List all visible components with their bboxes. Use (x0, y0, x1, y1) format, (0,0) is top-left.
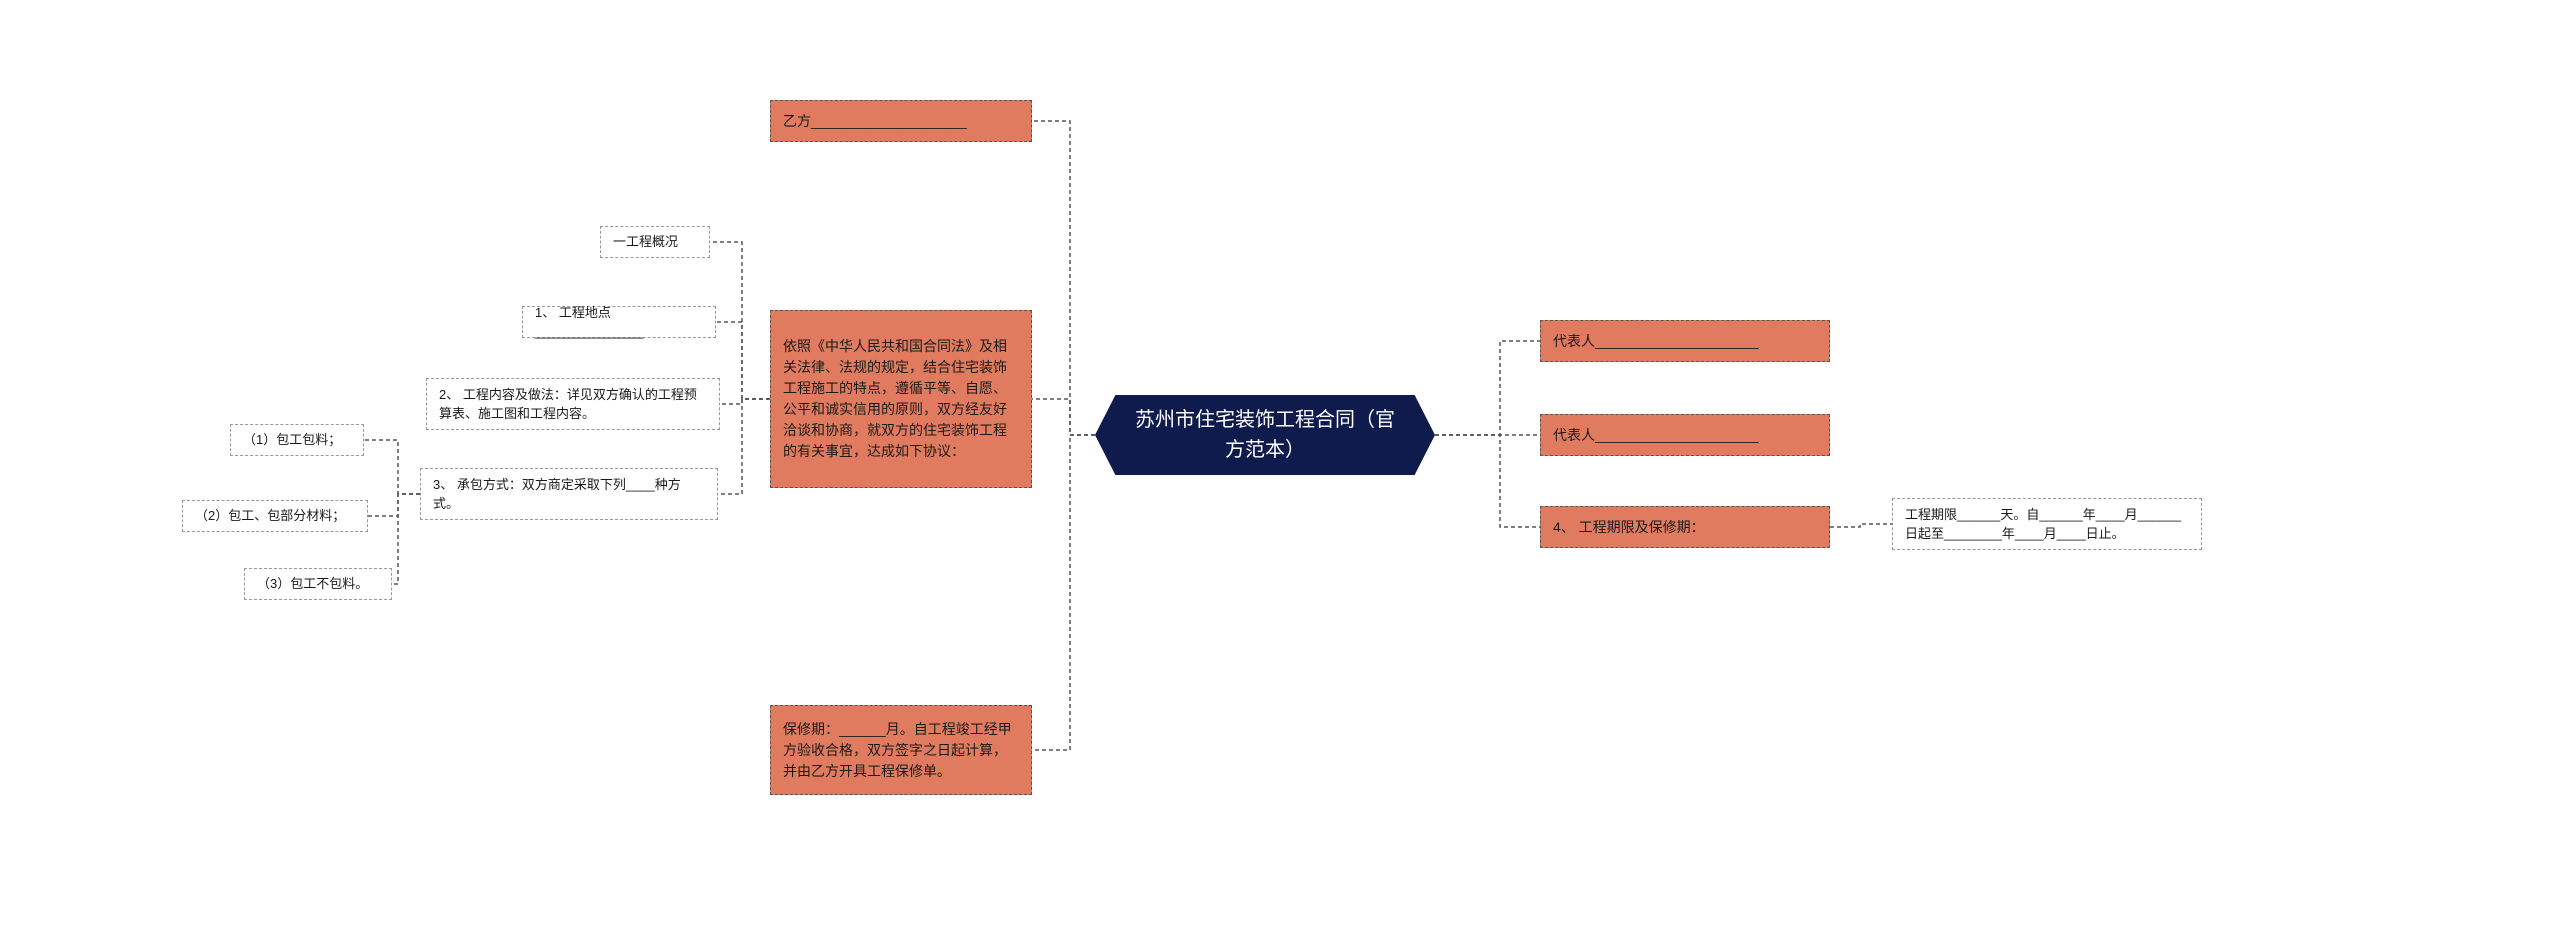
text: （2）包工、包部分材料； (195, 506, 345, 526)
l2-item-1: 一工程概况 (600, 226, 710, 258)
text: 依照《中华人民共和国合同法》及相关法律、法规的规定，结合住宅装饰工程施工的特点，… (783, 336, 1019, 462)
text: 代表人_____________________ (1553, 331, 1759, 352)
l3-item-1: （1）包工包料； (230, 424, 364, 456)
right-branch-1: 代表人_____________________ (1540, 320, 1830, 362)
l3-item-2: （2）包工、包部分材料； (182, 500, 368, 532)
text: 保修期：______月。自工程竣工经甲方验收合格，双方签字之日起计算，并由乙方开… (783, 719, 1019, 782)
text: 乙方____________________ (783, 111, 967, 132)
text: 3、 承包方式：双方商定采取下列____种方式。 (433, 475, 705, 514)
l2-item-2: 1、 工程地点_______________ (522, 306, 716, 338)
text: 2、 工程内容及做法：详见双方确认的工程预算表、施工图和工程内容。 (439, 385, 707, 424)
left-branch-bottom: 保修期：______月。自工程竣工经甲方验收合格，双方签字之日起计算，并由乙方开… (770, 705, 1032, 795)
left-branch-top: 乙方____________________ (770, 100, 1032, 142)
right-branch-3: 4、 工程期限及保修期： (1540, 506, 1830, 548)
text: 一工程概况 (613, 232, 678, 252)
text: 1、 工程地点_______________ (535, 303, 703, 342)
right-branch-3-child: 工程期限______天。自______年____月______日起至______… (1892, 498, 2202, 550)
l2-item-4: 3、 承包方式：双方商定采取下列____种方式。 (420, 468, 718, 520)
text: 工程期限______天。自______年____月______日起至______… (1905, 505, 2189, 544)
text: （1）包工包料； (243, 430, 341, 450)
l3-item-3: （3）包工不包料。 (244, 568, 392, 600)
l2-item-3: 2、 工程内容及做法：详见双方确认的工程预算表、施工图和工程内容。 (426, 378, 720, 430)
root-node: 苏州市住宅装饰工程合同（官方范本） (1095, 395, 1435, 475)
root-label: 苏州市住宅装饰工程合同（官方范本） (1135, 405, 1395, 465)
text: （3）包工不包料。 (257, 574, 368, 594)
text: 4、 工程期限及保修期： (1553, 517, 1705, 538)
text: 代表人_____________________ (1553, 425, 1759, 446)
left-branch-middle: 依照《中华人民共和国合同法》及相关法律、法规的规定，结合住宅装饰工程施工的特点，… (770, 310, 1032, 488)
right-branch-2: 代表人_____________________ (1540, 414, 1830, 456)
